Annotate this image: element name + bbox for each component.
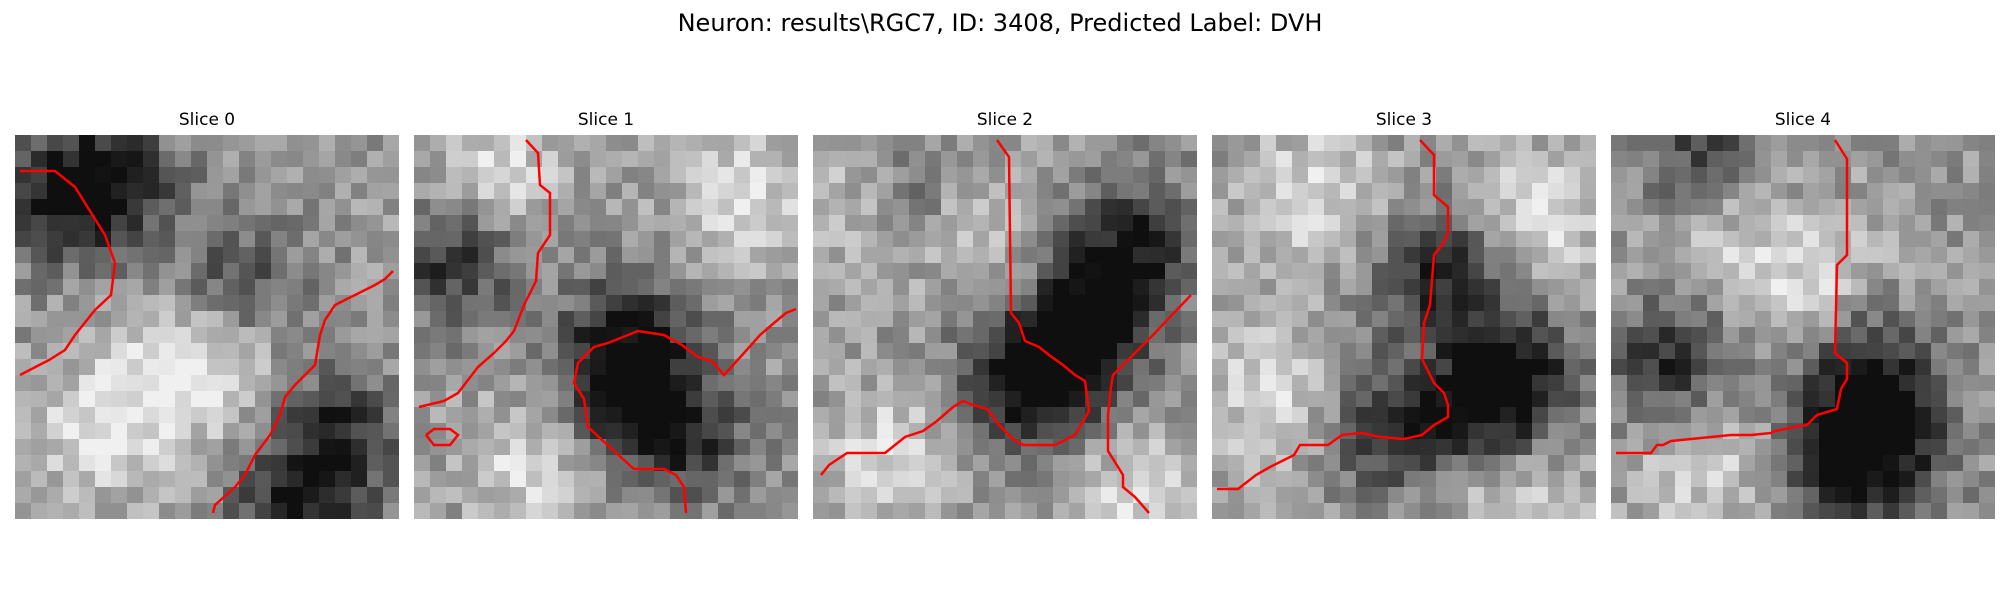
segmentation-contour <box>572 307 797 514</box>
slice-panel-3: Slice 3 <box>1212 110 1596 519</box>
grayscale-texture <box>1611 135 1995 519</box>
slice-image <box>1611 135 1995 519</box>
slice-panel-2: Slice 2 <box>813 110 1197 519</box>
slice-panel-1: Slice 1 <box>414 110 798 519</box>
segmentation-contour <box>211 270 394 514</box>
segmentation-contour <box>820 139 1091 476</box>
grayscale-texture <box>813 135 1197 519</box>
segmentation-contour <box>19 169 117 377</box>
slice-title: Slice 3 <box>1375 110 1433 130</box>
slice-image <box>1212 135 1596 519</box>
grayscale-texture <box>1212 135 1596 519</box>
segmentation-contour <box>1616 139 1849 455</box>
slice-panel-4: Slice 4 <box>1611 110 1995 519</box>
slice-title: Slice 1 <box>577 110 635 130</box>
slice-image <box>813 135 1197 519</box>
slice-panel-0: Slice 0 <box>15 110 399 519</box>
segmentation-contour <box>418 139 552 409</box>
grayscale-texture <box>414 135 798 519</box>
figure-title: Neuron: results\RGC7, ID: 3408, Predicte… <box>677 9 1323 37</box>
slice-title: Slice 2 <box>976 110 1034 130</box>
segmentation-contour <box>425 427 460 447</box>
segmentation-contour <box>1217 139 1450 491</box>
segmentation-contour <box>1106 294 1192 514</box>
slice-title: Slice 4 <box>1774 110 1832 130</box>
slice-image <box>15 135 399 519</box>
slice-image <box>414 135 798 519</box>
grayscale-texture <box>15 135 399 519</box>
slice-title: Slice 0 <box>178 110 236 130</box>
